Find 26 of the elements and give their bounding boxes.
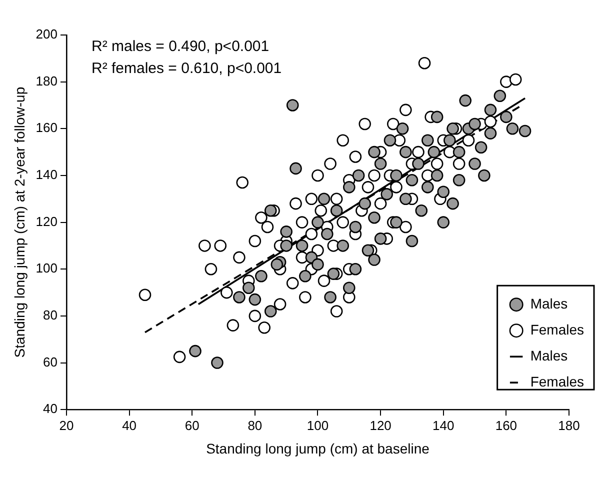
x-tick-label: 60 xyxy=(184,418,200,433)
y-axis-title: Standing long jump (cm) at 2-year follow-up xyxy=(11,86,28,358)
legend-label: Females xyxy=(530,373,584,390)
y-tick-label: 100 xyxy=(36,260,58,276)
y-tick-label: 140 xyxy=(36,167,58,182)
x-tick-label: 160 xyxy=(495,418,518,433)
x-axis-title: Standing long jump (cm) at baseline xyxy=(206,440,430,456)
y-tick-label: 180 xyxy=(36,73,58,88)
legend-label: Males xyxy=(530,347,568,364)
x-tick-label: 100 xyxy=(306,418,329,433)
y-tick-label: 60 xyxy=(43,354,58,370)
legend-label: Females xyxy=(530,321,584,338)
legend-label: Males xyxy=(530,295,568,312)
x-tick-label: 180 xyxy=(558,418,580,433)
annotation: R² males = 0.490, p<0.001 xyxy=(91,38,270,56)
x-tick-label: 40 xyxy=(122,418,137,433)
y-tick-label: 120 xyxy=(36,214,58,229)
y-tick-label: 200 xyxy=(36,26,58,42)
y-tick-label: 160 xyxy=(36,120,58,136)
y-tick-label: 40 xyxy=(43,401,58,416)
x-tick-label: 120 xyxy=(370,418,392,433)
x-tick-label: 140 xyxy=(432,418,454,433)
annotation: R² females = 0.610, p<0.001 xyxy=(91,60,282,78)
x-tick-label: 20 xyxy=(59,418,74,433)
x-tick-label: 80 xyxy=(248,418,262,433)
y-tick-label: 80 xyxy=(43,308,58,323)
